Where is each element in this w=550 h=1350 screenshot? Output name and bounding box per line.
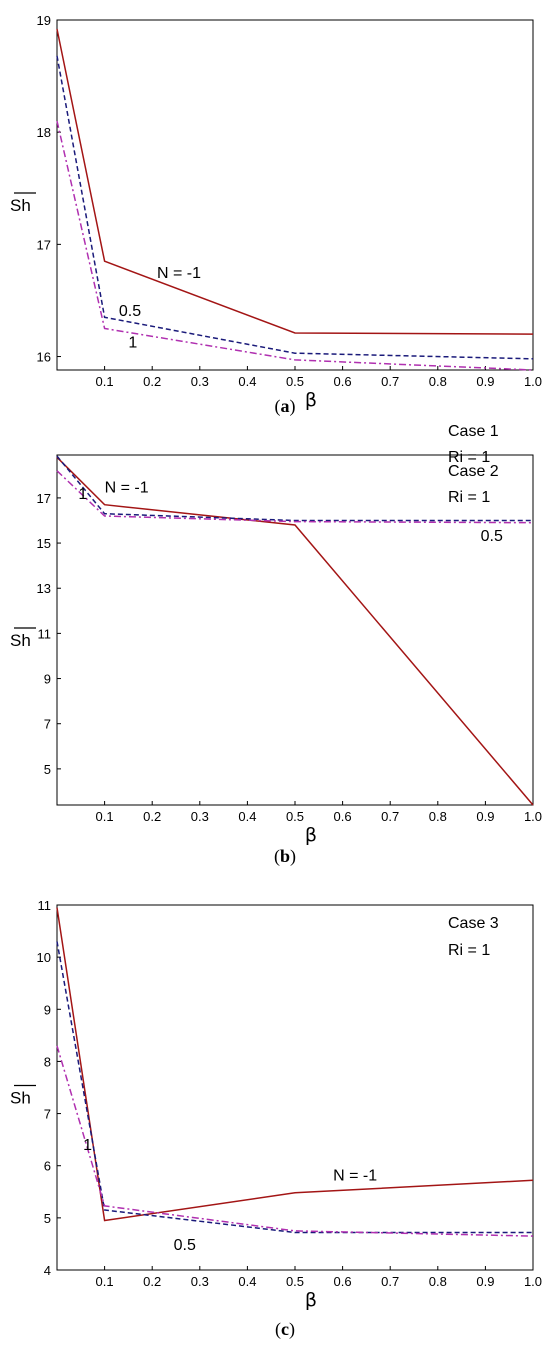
y-tick-label: 11 <box>38 898 52 913</box>
x-axis-label: β <box>305 824 317 846</box>
case-label-line: Ri = 1 <box>448 449 490 466</box>
series-line-1 <box>56 55 534 360</box>
y-tick-label: 6 <box>44 1159 51 1174</box>
y-tick-label: 16 <box>37 350 51 365</box>
x-tick-label: 0.9 <box>476 809 494 824</box>
x-tick-label: 0.2 <box>143 809 161 824</box>
series-annotation: N = -1 <box>333 1167 377 1184</box>
caption-close-paren: ) <box>289 1319 295 1340</box>
y-tick-label: 4 <box>44 1263 51 1278</box>
x-tick-label: 0.9 <box>476 374 494 389</box>
caption-letter: b <box>280 846 290 866</box>
x-tick-label: 1.0 <box>524 374 542 389</box>
x-tick-label: 0.3 <box>191 1274 209 1289</box>
x-tick-label: 0.5 <box>286 809 304 824</box>
plot-frame <box>56 904 534 1271</box>
x-tick-label: 1.0 <box>524 809 542 824</box>
x-tick-label: 0.6 <box>334 1274 352 1289</box>
y-tick-label: 9 <box>44 1002 51 1017</box>
figure-caption: (b) <box>274 846 296 867</box>
x-axis-label: β <box>305 389 317 411</box>
x-tick-label: 0.7 <box>381 1274 399 1289</box>
series-line-2 <box>56 120 534 371</box>
caption-open-paren: ( <box>275 1319 281 1340</box>
series-annotation: 1 <box>78 486 87 503</box>
y-tick-label: 13 <box>37 581 51 596</box>
y-tick-label: 19 <box>37 13 51 28</box>
chart-panel-b: 0.1 0.2 0.3 0.4 0.5 0.6 0.7 0.8 0.9 1.0 5 7 9 11 13 15 1… <box>10 454 542 867</box>
x-tick-label: 0.6 <box>334 374 352 389</box>
y-tick-label: 8 <box>44 1054 51 1069</box>
y-tick-label: 17 <box>37 237 51 252</box>
x-tick-label: 0.7 <box>381 374 399 389</box>
series-annotation: N = -1 <box>157 265 201 282</box>
figure-caption: (a) <box>275 396 296 417</box>
case-label-line: Ri = 1 <box>448 942 490 959</box>
series-annotation: 0.5 <box>119 303 141 320</box>
case-label-line: Case 1 <box>448 423 499 440</box>
x-tick-label: 0.8 <box>429 1274 447 1289</box>
y-tick-label: 5 <box>44 1211 51 1226</box>
y-axis-label: Sh <box>10 631 31 650</box>
y-tick-label: 17 <box>37 491 51 506</box>
caption-close-paren: ) <box>290 846 296 867</box>
x-tick-label: 0.5 <box>286 1274 304 1289</box>
caption-letter: c <box>281 1319 289 1339</box>
case-label-line: Case 3 <box>448 915 499 932</box>
y-tick-label: 10 <box>37 950 51 965</box>
figure-caption: (c) <box>275 1319 295 1340</box>
series-line-0 <box>56 907 534 1222</box>
y-axis-label: Sh <box>10 196 31 215</box>
series-line-1 <box>56 941 533 1234</box>
x-tick-label: 0.3 <box>191 809 209 824</box>
series-annotation: 1 <box>128 335 137 352</box>
x-tick-label: 0.1 <box>96 1274 114 1289</box>
series-annotation: N = -1 <box>105 479 149 496</box>
x-tick-label: 0.9 <box>476 1274 494 1289</box>
y-tick-label: 18 <box>37 125 51 140</box>
y-tick-label: 5 <box>44 762 51 777</box>
x-axis-label: β <box>305 1289 317 1311</box>
y-tick-label: 9 <box>44 672 51 687</box>
y-tick-label: 7 <box>44 717 51 732</box>
x-tick-label: 0.7 <box>381 809 399 824</box>
caption-open-paren: ( <box>274 846 280 867</box>
series-line-0 <box>56 456 534 806</box>
x-tick-label: 0.8 <box>429 809 447 824</box>
caption-close-paren: ) <box>290 396 296 417</box>
y-tick-label: 15 <box>37 536 51 551</box>
series-annotation: 0.5 <box>481 528 503 545</box>
series-line-1 <box>56 455 533 522</box>
x-tick-label: 0.5 <box>286 374 304 389</box>
chart-panel-a: 0.1 0.2 0.3 0.4 0.5 0.6 0.7 0.8 0.9 1.0 16 17 18 19 β S… <box>10 13 542 466</box>
caption-letter: a <box>281 396 290 416</box>
series-line-2 <box>56 470 534 524</box>
x-tick-label: 0.8 <box>429 374 447 389</box>
case-label-line: Ri = 1 <box>448 489 490 506</box>
x-tick-label: 0.2 <box>143 374 161 389</box>
y-tick-label: 11 <box>38 626 52 641</box>
series-annotation: 0.5 <box>174 1237 196 1254</box>
x-tick-label: 0.6 <box>334 809 352 824</box>
x-tick-label: 0.3 <box>191 374 209 389</box>
chart-panel-c: 0.1 0.2 0.3 0.4 0.5 0.6 0.7 0.8 0.9 1.04567891011… <box>10 898 542 1340</box>
x-tick-label: 0.4 <box>238 374 256 389</box>
series-line-2 <box>56 1045 534 1237</box>
caption-open-paren: ( <box>275 396 281 417</box>
x-tick-label: 0.4 <box>238 1274 256 1289</box>
case-label-line: Case 2 <box>448 463 499 480</box>
x-tick-label: 0.2 <box>143 1274 161 1289</box>
y-axis-label: Sh <box>10 1089 31 1108</box>
x-tick-label: 0.1 <box>96 809 114 824</box>
x-tick-label: 0.4 <box>238 809 256 824</box>
series-annotation: 1 <box>83 1137 92 1154</box>
x-tick-label: 1.0 <box>524 1274 542 1289</box>
series-line-0 <box>56 28 534 335</box>
y-tick-label: 7 <box>44 1107 51 1122</box>
x-tick-label: 0.1 <box>96 374 114 389</box>
